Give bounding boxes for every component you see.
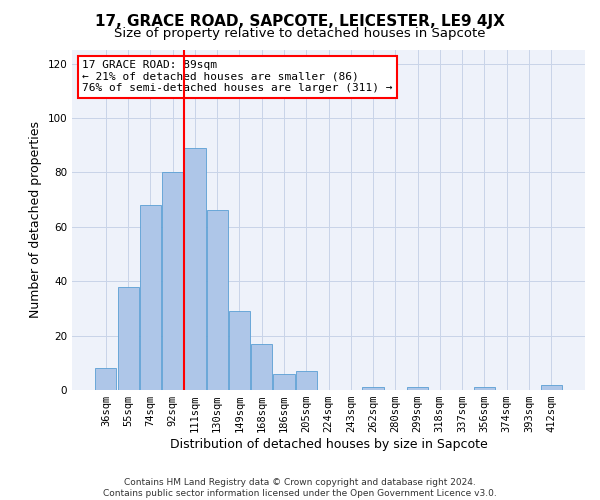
Bar <box>474 388 495 390</box>
Bar <box>118 286 139 390</box>
Bar <box>407 388 428 390</box>
Bar <box>95 368 116 390</box>
Bar <box>140 205 161 390</box>
Text: Size of property relative to detached houses in Sapcote: Size of property relative to detached ho… <box>114 28 486 40</box>
Bar <box>274 374 295 390</box>
Text: Contains HM Land Registry data © Crown copyright and database right 2024.
Contai: Contains HM Land Registry data © Crown c… <box>103 478 497 498</box>
Bar <box>162 172 183 390</box>
Bar <box>184 148 206 390</box>
Bar <box>251 344 272 390</box>
Bar <box>206 210 228 390</box>
Bar <box>296 371 317 390</box>
Y-axis label: Number of detached properties: Number of detached properties <box>29 122 42 318</box>
Text: 17, GRACE ROAD, SAPCOTE, LEICESTER, LE9 4JX: 17, GRACE ROAD, SAPCOTE, LEICESTER, LE9 … <box>95 14 505 29</box>
Text: 17 GRACE ROAD: 89sqm
← 21% of detached houses are smaller (86)
76% of semi-detac: 17 GRACE ROAD: 89sqm ← 21% of detached h… <box>82 60 393 94</box>
Bar <box>229 311 250 390</box>
X-axis label: Distribution of detached houses by size in Sapcote: Distribution of detached houses by size … <box>170 438 487 451</box>
Bar <box>541 384 562 390</box>
Bar <box>362 388 383 390</box>
